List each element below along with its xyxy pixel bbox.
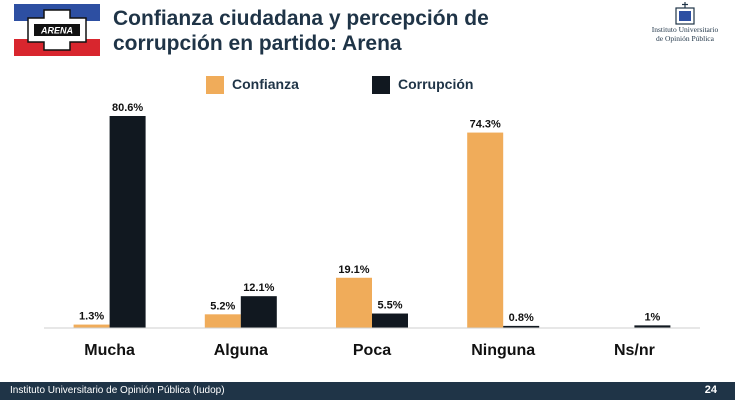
bar-confianza-ninguna bbox=[467, 132, 504, 328]
bar-confianza-alguna bbox=[204, 314, 241, 328]
category-label: Ninguna bbox=[471, 342, 535, 359]
data-label: 1% bbox=[644, 311, 660, 323]
bar-corrupcin-ninguna bbox=[503, 325, 540, 328]
data-label: 5.2% bbox=[210, 300, 235, 312]
legend-label-corrupcion: Corrupción bbox=[398, 76, 474, 92]
footer-text: Instituto Universitario de Opinión Públi… bbox=[10, 385, 225, 396]
category-label: Ns/nr bbox=[614, 342, 655, 359]
institute-logo-line2: de Opinión Pública bbox=[656, 33, 714, 43]
data-label: 74.3% bbox=[470, 119, 501, 131]
category-label: Poca bbox=[353, 342, 391, 359]
page-title-line2: corrupción en partido: Arena bbox=[113, 32, 402, 55]
page-title: Confianza ciudadana y percepción de corr… bbox=[113, 6, 593, 56]
legend-swatch-confianza bbox=[206, 76, 224, 94]
footer-bar: Instituto Universitario de Opinión Públi… bbox=[0, 382, 735, 400]
bar-confianza-poca bbox=[336, 277, 372, 328]
legend-swatch-corrupcion bbox=[372, 76, 390, 94]
page-title-line1: Confianza ciudadana y percepción de bbox=[113, 7, 489, 30]
data-label: 12.1% bbox=[243, 282, 274, 294]
institute-logo-line1: Instituto Universitario bbox=[651, 25, 719, 34]
data-label: 80.6% bbox=[112, 102, 143, 114]
data-label: 0.8% bbox=[509, 312, 534, 324]
bar-chart: 1.3% 80.6% Mucha 5.2% 12.1% Alguna 19.1% 5.5% Po… bbox=[44, 102, 700, 359]
bar-corrupcin-nsnr bbox=[634, 325, 671, 328]
bar-corrupcin-alguna bbox=[240, 296, 277, 328]
category-label: Mucha bbox=[84, 342, 135, 359]
data-label: 5.5% bbox=[377, 300, 402, 312]
legend-label-confianza: Confianza bbox=[232, 76, 299, 92]
institute-logo: Instituto Universitario de Opinión Públi… bbox=[640, 2, 730, 50]
category-label: Alguna bbox=[214, 342, 268, 359]
institute-emblem-icon bbox=[675, 2, 695, 25]
data-label: 19.1% bbox=[338, 264, 369, 276]
bar-confianza-mucha bbox=[73, 324, 110, 328]
bar-corrupcin-poca bbox=[372, 313, 408, 328]
data-label: 1.3% bbox=[79, 311, 104, 323]
bar-corrupcin-mucha bbox=[109, 116, 146, 328]
page-number: 24 bbox=[704, 384, 717, 396]
arena-logo: ARENA bbox=[14, 4, 100, 56]
arena-logo-text: ARENA bbox=[40, 26, 73, 36]
